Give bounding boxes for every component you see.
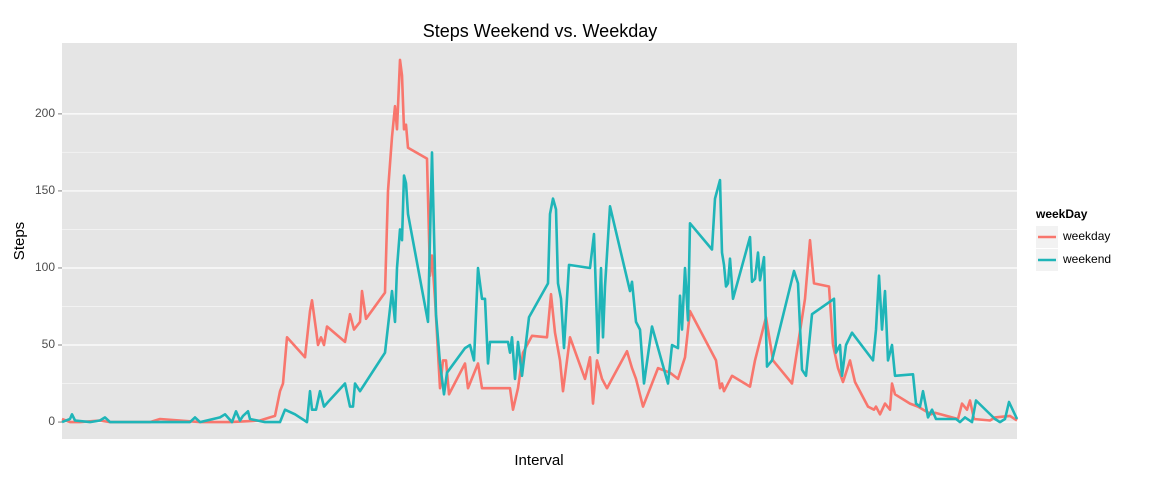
series-line xyxy=(61,151,1019,424)
lines xyxy=(61,58,1019,424)
x-axis-label: Interval xyxy=(514,452,563,469)
legend: weekday weekend xyxy=(1036,226,1111,271)
y-tick-label: 100 xyxy=(35,260,55,274)
plot-panel xyxy=(62,43,1017,439)
series-line xyxy=(61,58,1018,424)
y-tick-label: 200 xyxy=(35,106,55,120)
legend-label: weekday xyxy=(1062,229,1110,243)
legend-label: weekend xyxy=(1062,252,1111,266)
chart-title: Steps Weekend vs. Weekday xyxy=(423,21,657,41)
y-tick-label: 150 xyxy=(35,183,55,197)
legend-title: weekDay xyxy=(1035,207,1088,221)
y-tick-label: 50 xyxy=(42,337,56,351)
y-tick-label: 0 xyxy=(48,414,55,428)
y-axis-label: Steps xyxy=(11,222,28,260)
grid xyxy=(62,113,1017,423)
